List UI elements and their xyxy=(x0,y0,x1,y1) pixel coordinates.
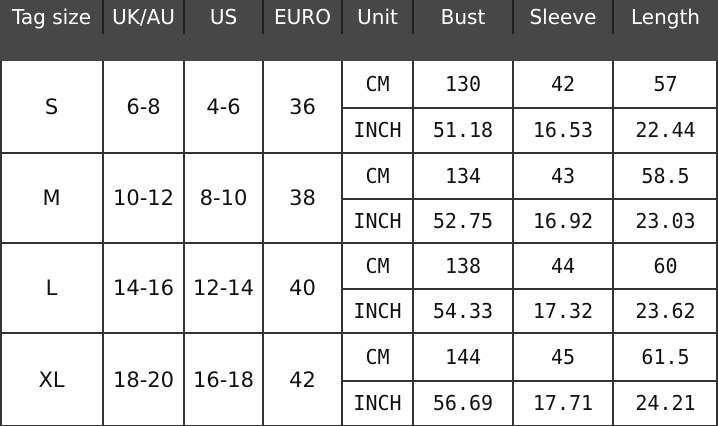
header-divider xyxy=(183,0,185,34)
cell-inch-unit: INCH xyxy=(353,208,402,233)
cell-tag: M xyxy=(42,186,61,210)
cell-cm-unit: CM xyxy=(365,344,390,369)
cell-inch-sleeve: 17.32 xyxy=(532,298,594,323)
column-divider xyxy=(341,61,343,426)
cell-inch-unit: INCH xyxy=(353,298,402,323)
cell-euro: 38 xyxy=(289,186,316,210)
cell-cm-bust: 144 xyxy=(444,344,482,369)
cell-us: 8-10 xyxy=(199,186,248,210)
header-cell: US xyxy=(209,5,238,29)
column-divider xyxy=(183,61,185,426)
cell-us: 12-14 xyxy=(192,276,255,300)
cell-cm-sleeve: 45 xyxy=(550,344,576,369)
table-header xyxy=(0,0,718,61)
cell-us: 4-6 xyxy=(206,95,241,119)
header-cell: Sleeve xyxy=(529,5,597,29)
header-divider xyxy=(102,0,104,34)
cell-tag: XL xyxy=(38,367,65,392)
cell-us: 16-18 xyxy=(192,367,255,392)
header-cell: EURO xyxy=(274,5,331,29)
cell-inch-sleeve: 16.53 xyxy=(532,118,594,142)
cell-inch-length: 22.44 xyxy=(635,118,696,142)
cell-euro: 36 xyxy=(289,95,316,119)
header-cell: Tag size xyxy=(12,5,91,29)
header-divider xyxy=(612,0,614,34)
cell-tag: L xyxy=(45,276,58,300)
cell-cm-length: 60 xyxy=(653,253,678,278)
cell-cm-length: 61.5 xyxy=(641,344,690,369)
cell-cm-unit: CM xyxy=(365,72,390,96)
column-divider xyxy=(102,61,104,426)
cell-cm-bust: 134 xyxy=(444,163,482,188)
cell-cm-length: 58.5 xyxy=(641,163,690,188)
header-cell: Bust xyxy=(440,5,486,29)
header-divider xyxy=(341,0,343,34)
cell-inch-sleeve: 16.92 xyxy=(532,208,594,233)
subrow-divider xyxy=(342,107,718,109)
cell-cm-unit: CM xyxy=(365,253,390,278)
row-divider xyxy=(0,332,718,334)
row-divider xyxy=(0,152,718,154)
cell-inch-unit: INCH xyxy=(353,118,402,142)
column-divider xyxy=(0,61,2,426)
cell-cm-sleeve: 43 xyxy=(550,163,576,188)
cell-euro: 42 xyxy=(289,367,316,392)
column-divider xyxy=(412,61,414,426)
column-divider xyxy=(612,61,614,426)
cell-cm-sleeve: 42 xyxy=(550,72,576,96)
cell-inch-bust: 52.75 xyxy=(432,208,494,233)
column-divider xyxy=(262,61,264,426)
cell-cm-unit: CM xyxy=(365,163,390,188)
header-cell: UK/AU xyxy=(112,5,175,29)
column-divider xyxy=(716,61,718,426)
subrow-divider xyxy=(342,380,718,382)
column-divider xyxy=(512,61,514,426)
cell-inch-bust: 51.18 xyxy=(432,118,494,142)
cell-uk: 14-16 xyxy=(112,276,175,300)
cell-inch-bust: 54.33 xyxy=(432,298,494,323)
cell-tag: S xyxy=(44,95,59,119)
cell-uk: 10-12 xyxy=(112,186,175,210)
cell-cm-bust: 138 xyxy=(444,253,482,278)
subrow-divider xyxy=(342,288,718,290)
cell-euro: 40 xyxy=(289,276,316,300)
header-divider xyxy=(262,0,264,34)
cell-inch-length: 23.03 xyxy=(635,208,696,233)
cell-cm-length: 57 xyxy=(653,72,678,96)
cell-inch-bust: 56.69 xyxy=(432,391,494,415)
subrow-divider xyxy=(342,198,718,200)
cell-cm-bust: 130 xyxy=(444,72,482,96)
cell-inch-sleeve: 17.71 xyxy=(532,391,594,415)
cell-uk: 18-20 xyxy=(112,367,175,392)
header-divider xyxy=(412,0,414,34)
header-cell: Length xyxy=(631,5,700,29)
cell-cm-sleeve: 44 xyxy=(550,253,576,278)
row-divider xyxy=(0,242,718,244)
cell-uk: 6-8 xyxy=(126,95,161,119)
header-cell: Unit xyxy=(357,5,398,29)
cell-inch-length: 23.62 xyxy=(635,298,696,323)
cell-inch-unit: INCH xyxy=(353,391,402,415)
cell-inch-length: 24.21 xyxy=(635,391,696,415)
header-divider xyxy=(512,0,514,34)
